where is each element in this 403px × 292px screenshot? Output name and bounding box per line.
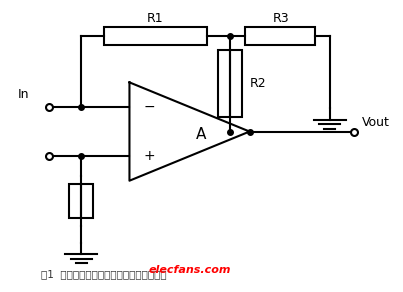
Text: In: In [17,88,29,101]
Text: 图1  光电子传感器电流－电压交换放大电路: 图1 光电子传感器电流－电压交换放大电路 [42,269,167,279]
Text: elecfans.com: elecfans.com [148,265,231,275]
Text: −: − [143,100,155,114]
Text: A: A [196,127,207,142]
Text: Vout: Vout [361,116,389,129]
Bar [218,51,241,117]
Text: +: + [143,149,155,163]
Bar [245,27,315,45]
Text: R2: R2 [249,77,266,90]
Bar [104,27,207,45]
Bar [69,184,93,218]
Text: R3: R3 [273,11,290,25]
Text: R1: R1 [147,11,164,25]
